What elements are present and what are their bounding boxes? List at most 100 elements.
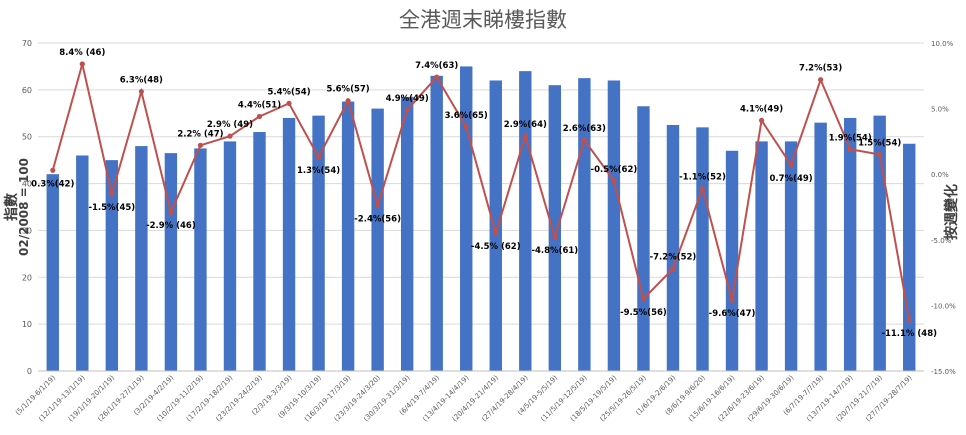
bar [548, 85, 562, 372]
data-label: -2.4%(56) [354, 215, 401, 225]
y-right-tick-label: -5.0% [931, 237, 952, 245]
line-point [434, 74, 440, 80]
data-label: 2.6%(63) [563, 124, 606, 134]
data-label: 0.3%(42) [31, 179, 74, 189]
line-point [463, 124, 469, 130]
data-label: -0.5%(62) [591, 165, 638, 175]
bar [843, 117, 857, 371]
y-right-tick-label: -10.0% [931, 302, 956, 310]
data-label: -1.1%(52) [679, 173, 726, 183]
data-label: 7.4%(63) [415, 61, 458, 71]
bar [430, 75, 443, 372]
data-label: 2.9% (49) [207, 120, 253, 130]
data-labels: 0.3%(42) 8.4% (46) -1.5%(45) 6.3%(48) -2.9% … [31, 48, 937, 339]
bar [814, 122, 827, 372]
data-label: 4.1%(49) [740, 104, 783, 114]
data-label: -11.1% (48) [881, 329, 937, 339]
bar [578, 78, 591, 372]
bar [194, 148, 207, 371]
y-left-tick-label: 0 [27, 367, 32, 376]
line-point [906, 317, 912, 323]
y-left-tick-label: 10 [22, 320, 32, 329]
line-point [758, 117, 765, 124]
data-label: -9.5%(56) [620, 308, 667, 318]
bar [400, 96, 414, 371]
line-path [51, 63, 911, 321]
data-label: -9.6%(47) [709, 309, 756, 319]
data-label: 1.5%(54) [858, 139, 901, 149]
line-point [611, 178, 617, 184]
data-label: -7.2%(52) [650, 253, 697, 263]
y-left-tick-label: 60 [22, 86, 32, 95]
y-left-tick-label: 40 [22, 180, 32, 189]
data-label: -4.5% (62) [471, 242, 521, 252]
bar [784, 141, 798, 371]
line-point [404, 107, 410, 113]
data-label: -1.5%(45) [88, 203, 135, 213]
data-label: 2.9%(64) [504, 120, 547, 130]
bar [666, 125, 680, 371]
data-label: -2.9% (46) [146, 221, 196, 231]
y-left-tick-label: 30 [22, 226, 32, 235]
bar [460, 66, 473, 371]
data-label: 3.6%(65) [445, 111, 488, 121]
bar [873, 115, 886, 371]
line-point [877, 151, 883, 158]
bar [135, 146, 148, 371]
line-point [818, 77, 824, 83]
line-point [375, 203, 381, 209]
line-point [493, 230, 499, 236]
line-point [847, 146, 853, 152]
y-left-tick-label: 50 [22, 133, 32, 142]
bar [489, 80, 502, 371]
line-point [729, 297, 735, 303]
bar [341, 101, 355, 372]
bar [696, 127, 709, 371]
bar [105, 160, 119, 371]
y-right-tick-label: 5.0% [931, 106, 949, 114]
y-left-tick-label: 70 [22, 39, 32, 48]
y-axis-left-label: 指數 [3, 193, 20, 221]
data-label: 0.7%(49) [770, 174, 813, 184]
chart-title: 全港週末睇樓指數 [399, 8, 567, 32]
line-point [670, 266, 676, 272]
data-label: 5.6%(57) [327, 85, 370, 95]
bar [282, 117, 296, 371]
data-label: 2.2% (47) [177, 129, 223, 139]
data-label: 4.9%(49) [386, 94, 429, 104]
line-point [138, 88, 144, 95]
line-point [552, 234, 558, 240]
bar [903, 143, 916, 371]
bar [725, 150, 739, 371]
line-point [315, 154, 322, 160]
line-point [197, 142, 204, 148]
line-point [227, 133, 233, 139]
bar [519, 71, 532, 371]
line-point [522, 133, 528, 139]
line-point [640, 296, 647, 302]
bar [76, 155, 89, 371]
data-label: 1.9%(54) [829, 133, 872, 143]
line-point [50, 167, 56, 173]
data-label: 8.4% (46) [59, 48, 105, 58]
y-right-tick-label: -15.0% [931, 368, 956, 376]
data-label: 5.4%(54) [267, 87, 310, 97]
bar-series [46, 66, 916, 372]
line-point [109, 191, 115, 197]
bar [253, 132, 266, 371]
line-point [345, 98, 351, 104]
line-point [286, 100, 292, 106]
data-label: 6.3%(48) [120, 76, 163, 86]
bar [46, 174, 59, 371]
data-label: 7.2%(53) [799, 64, 842, 74]
bar [223, 141, 237, 371]
line-point [699, 186, 706, 192]
bar [637, 106, 650, 371]
data-label: -4.8%(61) [531, 246, 578, 256]
line-point [79, 61, 85, 67]
y-right-tick-label: 10.0% [931, 40, 954, 48]
bar [607, 80, 621, 371]
y-axis-left-sublabel: 02/2008 = 100 [17, 158, 31, 256]
y-axis-right-label: 按週變化 [943, 184, 960, 240]
bar [371, 108, 384, 371]
